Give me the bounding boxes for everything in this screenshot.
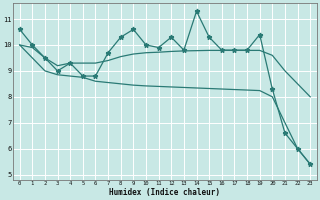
X-axis label: Humidex (Indice chaleur): Humidex (Indice chaleur) bbox=[109, 188, 220, 197]
